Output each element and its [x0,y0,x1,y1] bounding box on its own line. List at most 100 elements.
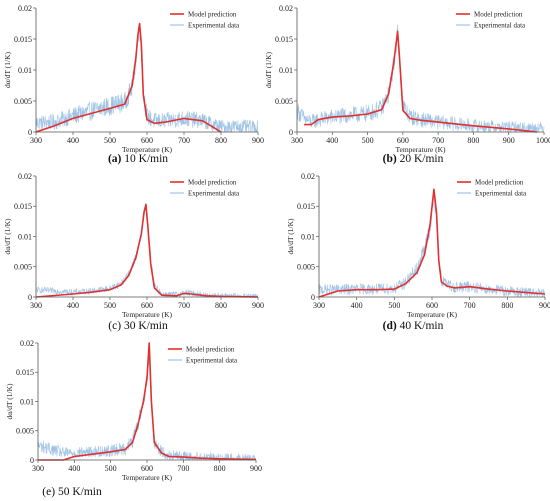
model-prediction-series [35,203,259,298]
x-tick-label: 1000 [536,136,550,145]
y-tick-label: 0.01 [301,232,315,241]
x-tick-label: 300 [30,301,42,310]
x-tick-label: 900 [539,301,550,310]
legend-label-model: Model prediction [475,179,524,187]
x-tick-label: 700 [464,301,476,310]
x-tick-label: 800 [467,136,479,145]
experimental-data-series [37,350,256,462]
plot-area: 300 400 500 600 700 800 900 0 0.005 0.01 0.015 0.02… [3,172,264,319]
panel-caption: (d) 40 K/min [383,320,444,332]
y-tick-label: 0 [28,128,32,137]
panel-caption: (e) 50 K/min [42,486,102,498]
panel-caption: (b) 20 K/min [383,153,444,165]
y-tick-label: 0.015 [16,368,34,377]
plot-area: 300 400 500 600 700 800 900 0 0.005 0.01 0.015 0.02… [5,339,262,482]
chart-panel-b: 300 400 500 600 700 800 900 1000 0 0.005 0.01 0.015… [264,4,550,165]
y-axis-label: dα/dT (1/K) [264,51,273,88]
experimental-data-series [296,24,545,133]
x-tick-label: 900 [252,301,264,310]
y-tick-label: 0.005 [275,97,293,106]
chart-panel-d: 300 400 500 600 700 800 900 0 0.005 0.01 0.015 0.02… [286,172,550,332]
y-tick-label: 0.005 [14,97,32,106]
x-tick-label: 800 [214,464,226,473]
plot-area: 300 400 500 600 700 800 900 1000 0 0.005 0.01 0.015… [264,4,550,154]
legend-label-model: Model prediction [188,11,237,19]
x-tick-label: 300 [313,301,325,310]
x-axis-label: Temperature (K) [122,473,173,482]
x-tick-label: 400 [67,136,79,145]
x-tick-label: 900 [252,136,264,145]
legend-label-model: Model prediction [474,11,523,19]
chart-panel-c: 300 400 500 600 700 800 900 0 0.005 0.01 0.015 0.02… [3,172,264,332]
x-axis-label: Temperature (K) [122,310,173,319]
x-axis-label: Temperature (K) [407,310,458,319]
y-tick-label: 0.005 [297,263,315,272]
y-tick-label: 0.01 [18,66,32,75]
y-tick-label: 0.005 [16,427,34,436]
x-tick-label: 800 [215,301,227,310]
y-tick-label: 0 [311,293,315,302]
x-tick-label: 900 [250,464,262,473]
x-tick-label: 300 [30,136,42,145]
chart-panel-a: 300 400 500 600 700 800 900 0 0.005 0.01 0.015 0.02… [3,4,264,165]
y-tick-label: 0.015 [14,202,32,211]
plot-area: 300 400 500 600 700 800 900 0 0.005 0.01 0.015 0.02… [3,4,264,154]
y-tick-label: 0 [28,293,32,302]
y-tick-label: 0.02 [18,4,32,13]
y-tick-label: 0.01 [20,397,34,406]
y-tick-label: 0.02 [301,172,315,181]
y-tick-label: 0 [289,128,293,137]
legend-label-model: Model prediction [186,346,235,354]
x-tick-label: 400 [68,464,80,473]
x-axis-label: Temperature (K) [395,145,446,154]
x-tick-label: 800 [501,301,513,310]
legend-label-experimental: Experimental data [188,22,240,30]
x-tick-label: 700 [178,301,190,310]
x-tick-label: 500 [104,136,116,145]
x-tick-label: 700 [178,136,190,145]
y-tick-label: 0.01 [18,232,32,241]
y-tick-label: 0.02 [20,339,34,348]
model-prediction-series [38,342,257,461]
legend-label-experimental: Experimental data [474,22,526,30]
y-tick-label: 0.01 [279,66,293,75]
y-axis-label: dα/dT (1/K) [3,218,12,255]
plot-area: 300 400 500 600 700 800 900 0 0.005 0.01 0.015 0.02… [286,172,550,319]
legend-label-experimental: Experimental data [186,357,238,365]
x-tick-label: 400 [67,301,79,310]
panel-caption: (c) 30 K/min [108,320,168,332]
x-tick-label: 600 [397,136,409,145]
y-tick-label: 0.015 [275,35,293,44]
panel-caption: (a) 10 K/min [108,153,168,165]
y-tick-label: 0.005 [14,263,32,272]
chart-panel-e: 300 400 500 600 700 800 900 0 0.005 0.01 0.015 0.02… [5,339,262,498]
x-tick-label: 800 [215,136,227,145]
model-prediction-series [318,188,546,298]
x-tick-label: 400 [326,136,338,145]
y-tick-label: 0.015 [297,202,315,211]
x-tick-label: 400 [351,301,363,310]
x-tick-label: 700 [177,464,189,473]
x-tick-label: 600 [141,301,153,310]
legend-label-experimental: Experimental data [475,190,527,198]
x-tick-label: 600 [141,464,153,473]
legend-label-model: Model prediction [188,179,237,187]
x-tick-label: 300 [291,136,303,145]
x-tick-label: 500 [104,301,116,310]
x-tick-label: 900 [503,136,515,145]
y-tick-label: 0.02 [18,172,32,181]
y-tick-label: 0 [30,456,34,465]
y-axis-label: dα/dT (1/K) [286,218,295,255]
y-axis-label: dα/dT (1/K) [3,51,12,88]
x-tick-label: 600 [426,301,438,310]
model-prediction-series [304,30,537,133]
x-tick-label: 700 [432,136,444,145]
x-tick-label: 500 [362,136,374,145]
model-prediction-series [35,22,222,133]
x-axis-label: Temperature (K) [122,145,173,154]
x-tick-label: 500 [388,301,400,310]
x-tick-label: 500 [105,464,117,473]
legend-label-experimental: Experimental data [188,190,240,198]
x-tick-label: 300 [32,464,44,473]
y-tick-label: 0.015 [14,35,32,44]
